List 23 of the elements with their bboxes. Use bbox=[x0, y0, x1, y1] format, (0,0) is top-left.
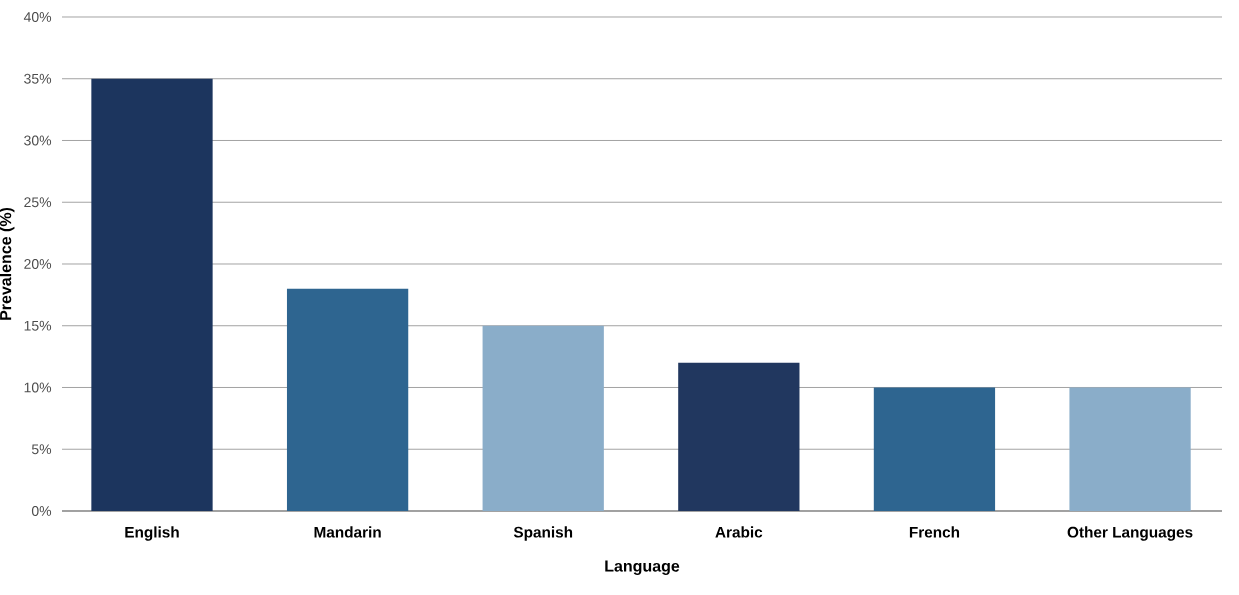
bar bbox=[873, 387, 996, 511]
bar bbox=[286, 288, 409, 511]
y-axis-title: Prevalence (%) bbox=[0, 207, 15, 320]
bar bbox=[678, 362, 800, 511]
bar bbox=[482, 325, 604, 511]
x-axis-title: Language bbox=[605, 560, 680, 575]
bar bbox=[1069, 387, 1191, 511]
y-tick-label: 5% bbox=[31, 444, 52, 455]
x-tick-label: Arabic bbox=[715, 526, 763, 538]
x-tick-label: English bbox=[125, 526, 179, 541]
bar bbox=[91, 78, 213, 511]
x-tick-label: Spanish bbox=[513, 526, 573, 541]
y-tick-label: 35% bbox=[24, 73, 52, 84]
x-tick-label: Other Languages bbox=[1067, 526, 1193, 541]
y-tick-label: 20% bbox=[24, 259, 52, 269]
x-tick-label: Mandarin bbox=[314, 526, 381, 538]
y-tick-label: 25% bbox=[24, 197, 52, 208]
y-tick-label: 10% bbox=[24, 382, 52, 393]
y-tick-label: 30% bbox=[24, 135, 52, 146]
x-tick-label: French bbox=[909, 526, 960, 538]
y-tick-label: 40% bbox=[23, 12, 52, 22]
y-tick-label: 0% bbox=[31, 506, 52, 516]
y-tick-label: 15% bbox=[24, 320, 52, 331]
